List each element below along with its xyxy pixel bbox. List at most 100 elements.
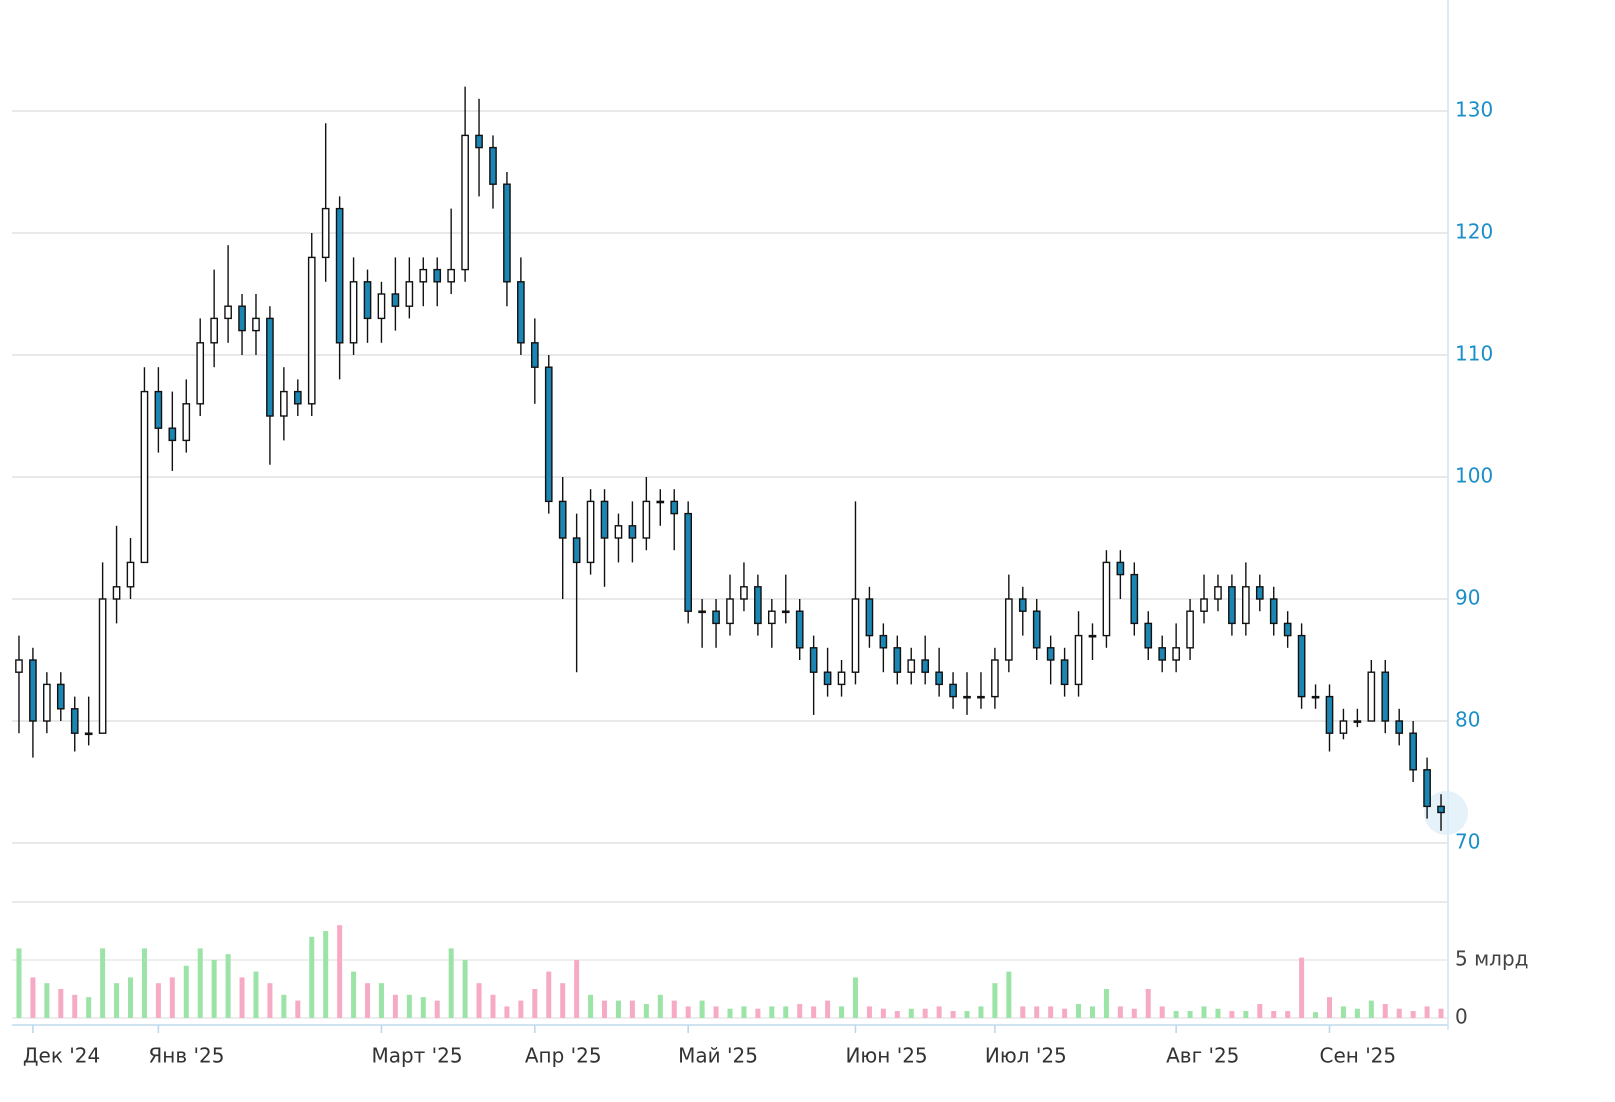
x-tick-label: Сен '25 — [1319, 1044, 1396, 1068]
candle-body — [907, 659, 916, 673]
candle-body — [1046, 647, 1055, 661]
volume-bar — [1159, 1006, 1165, 1018]
candle-body — [1437, 805, 1445, 814]
candle-body — [377, 293, 386, 320]
candle-body — [1409, 732, 1417, 771]
volume-bar — [1326, 997, 1332, 1018]
volume-bar — [281, 994, 287, 1018]
volume-bar — [490, 994, 496, 1018]
candle-body — [726, 598, 734, 625]
candle-body — [56, 683, 65, 710]
candle-body — [1242, 586, 1250, 625]
candles — [15, 86, 1445, 831]
volume-bar — [1340, 1006, 1346, 1018]
candle-body — [307, 256, 316, 405]
candle-body — [335, 207, 344, 344]
candle-body — [754, 586, 762, 625]
candle-body — [572, 537, 581, 564]
candle-body — [196, 342, 205, 405]
candle-body — [809, 647, 818, 673]
volume-bar — [30, 977, 36, 1018]
volume-bar — [950, 1011, 956, 1018]
volume-bar — [1062, 1008, 1068, 1018]
candle-body — [98, 598, 107, 734]
candle-body — [1200, 598, 1208, 612]
candle-body — [991, 659, 999, 698]
candle-body — [126, 561, 135, 588]
candle-body — [684, 512, 693, 612]
volume-bar — [1006, 971, 1012, 1018]
candle-body — [1283, 622, 1292, 637]
candle-body — [1018, 598, 1027, 612]
volume-bar — [128, 977, 134, 1018]
candle-body — [1214, 586, 1222, 600]
candle-body — [935, 671, 943, 686]
volume-bar — [685, 1006, 691, 1018]
x-tick-label: Март '25 — [371, 1044, 462, 1068]
candle-body — [1255, 586, 1264, 600]
volume-bar — [783, 1006, 789, 1018]
volume-bar — [936, 1006, 942, 1018]
candle-body — [600, 500, 609, 539]
candle-body — [210, 317, 218, 344]
volume-bar — [1424, 1006, 1430, 1018]
volume-bars — [16, 925, 1444, 1018]
volume-bar — [657, 994, 663, 1018]
candle-body — [349, 281, 358, 344]
candle-body — [642, 500, 651, 539]
y-tick-label: 130 — [1455, 98, 1493, 122]
volume-bar — [155, 983, 161, 1018]
candle-body — [419, 268, 428, 283]
volume-bar — [1020, 1006, 1026, 1018]
candle-body — [489, 146, 497, 185]
volume-bar — [866, 1006, 872, 1018]
candle-body — [112, 586, 121, 600]
volume-bar — [351, 971, 357, 1018]
volume-bar — [574, 960, 580, 1018]
volume-bar — [797, 1004, 803, 1018]
candle-body — [70, 708, 79, 734]
volume-bar — [811, 1006, 817, 1018]
candle-body — [586, 500, 595, 564]
volume-bar — [141, 948, 147, 1018]
candle-body — [851, 598, 860, 673]
candle-body — [1353, 720, 1362, 723]
candle-body — [321, 207, 330, 259]
volume-bar — [197, 948, 203, 1018]
candle-body — [405, 281, 414, 307]
candle-body — [1423, 769, 1431, 808]
candle-body — [1158, 647, 1167, 661]
candle-body — [698, 610, 706, 614]
volume-bar — [1368, 1000, 1374, 1018]
candle-body — [1074, 634, 1083, 686]
volume-bar — [839, 1006, 845, 1018]
candle-body — [363, 281, 372, 320]
volume-bar — [1299, 957, 1305, 1018]
volume-bar — [337, 925, 343, 1018]
volume-bar — [978, 1006, 984, 1018]
candle-body — [628, 525, 637, 539]
x-tick-label: Апр '25 — [525, 1044, 602, 1068]
candle-body — [1032, 610, 1041, 649]
candle-body — [475, 134, 483, 149]
volume-bar — [72, 994, 78, 1018]
volume-bar — [727, 1008, 733, 1018]
candle-body — [182, 403, 191, 442]
volume-bar — [755, 1008, 761, 1018]
y-tick-label: 80 — [1455, 708, 1480, 732]
volume-bar — [699, 1000, 705, 1018]
candle-body — [84, 732, 93, 736]
volume-bar — [532, 989, 538, 1018]
volume-bar — [922, 1008, 928, 1018]
volume-bar — [1257, 1004, 1263, 1018]
volume-bar — [1103, 989, 1109, 1018]
volume-bar — [964, 1011, 970, 1018]
candle-body — [781, 610, 790, 614]
volume-bar — [239, 977, 245, 1018]
volume-bar — [1089, 1006, 1095, 1018]
candle-body — [140, 390, 149, 564]
volume-bar — [1145, 989, 1151, 1018]
volume-bar — [392, 994, 398, 1018]
